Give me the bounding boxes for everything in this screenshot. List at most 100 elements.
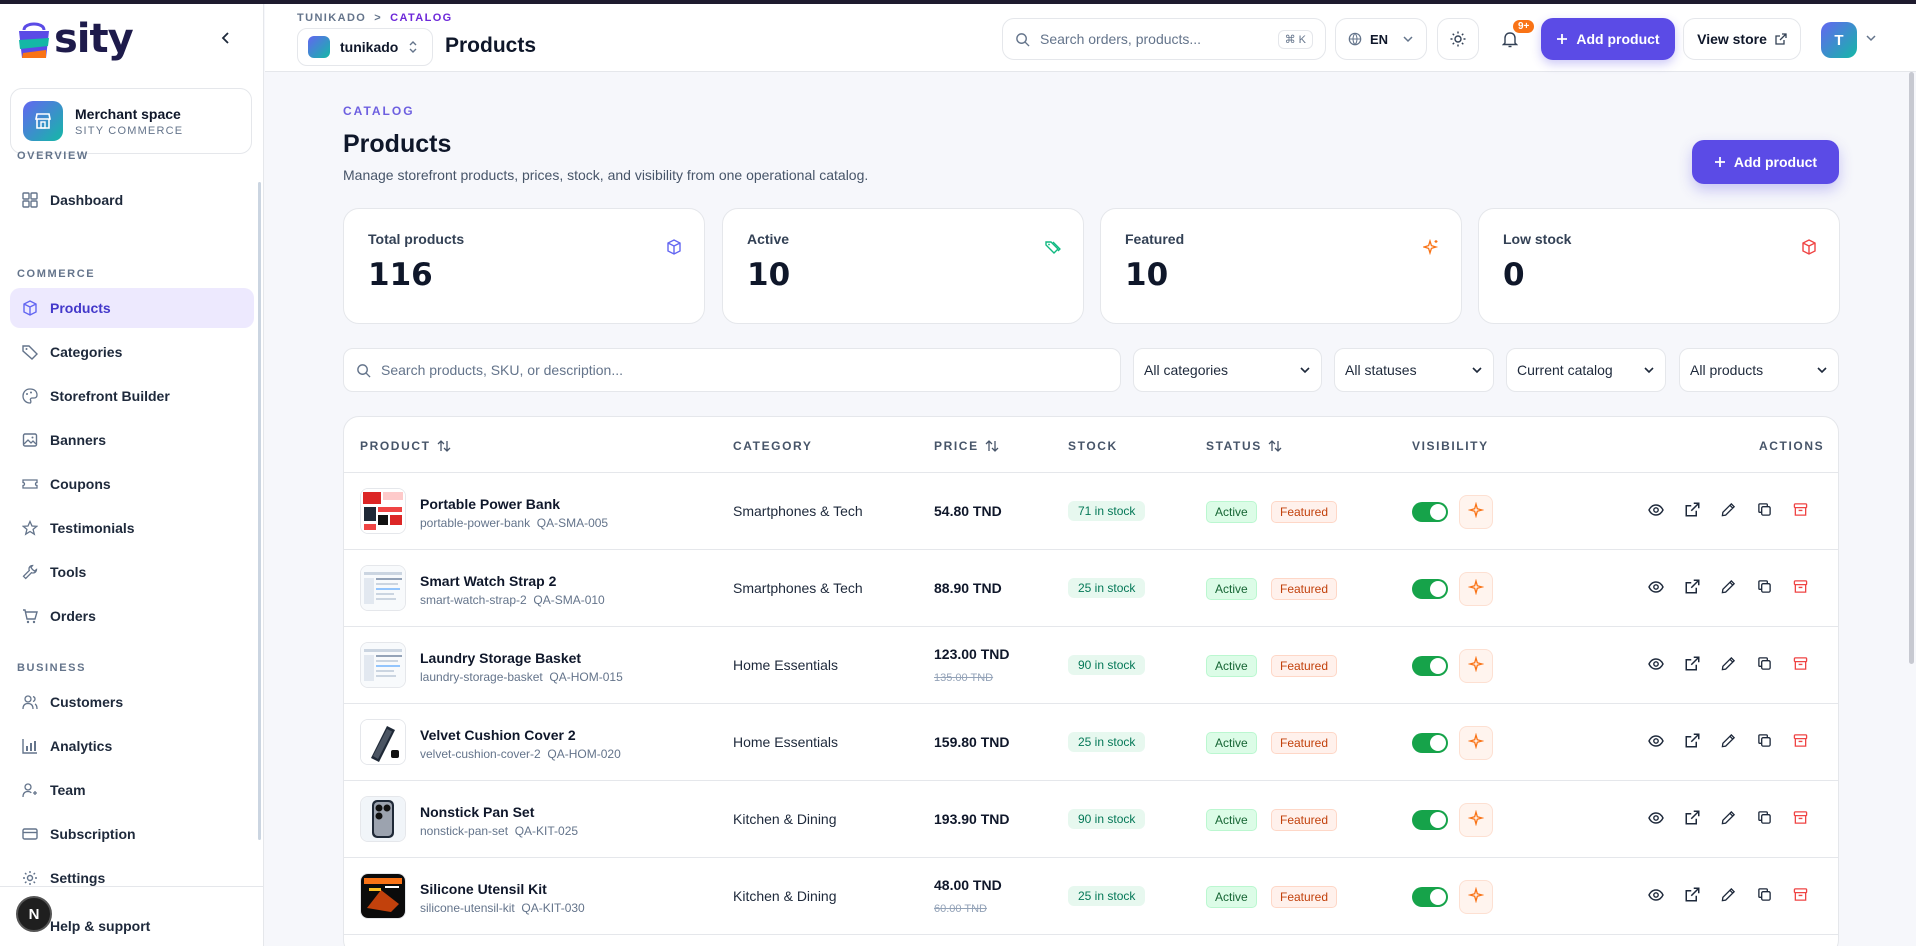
- category-filter-select[interactable]: All categories: [1133, 348, 1322, 392]
- product-thumbnail[interactable]: [360, 796, 406, 842]
- collapse-sidebar-button[interactable]: [216, 28, 236, 48]
- product-name[interactable]: Smart Watch Strap 2: [420, 573, 557, 589]
- preview-button[interactable]: [1646, 887, 1666, 907]
- feature-toggle-button[interactable]: [1459, 495, 1493, 529]
- sidebar-item-banners[interactable]: Banners: [10, 420, 254, 460]
- visibility-toggle[interactable]: [1412, 579, 1448, 599]
- edit-button[interactable]: [1718, 579, 1738, 599]
- open-in-store-button[interactable]: [1682, 656, 1702, 676]
- product-search-input[interactable]: Search products, SKU, or description...: [343, 348, 1121, 392]
- edit-button[interactable]: [1718, 656, 1738, 676]
- merchant-card[interactable]: Merchant space SITY COMMERCE: [10, 88, 252, 154]
- preview-button[interactable]: [1646, 579, 1666, 599]
- open-in-store-button[interactable]: [1682, 502, 1702, 522]
- header-add-product-button[interactable]: Add product: [1541, 18, 1675, 60]
- catalog-filter-select[interactable]: Current catalog: [1506, 348, 1666, 392]
- edit-button[interactable]: [1718, 733, 1738, 753]
- view-store-button[interactable]: View store: [1683, 18, 1801, 60]
- preview-button[interactable]: [1646, 733, 1666, 753]
- visibility-toggle[interactable]: [1412, 733, 1448, 753]
- duplicate-button[interactable]: [1754, 733, 1774, 753]
- add-product-button[interactable]: Add product: [1692, 140, 1839, 184]
- breadcrumb-root[interactable]: TUNIKADO: [297, 12, 367, 24]
- brand-logo[interactable]: sity: [16, 14, 134, 64]
- sidebar-item-categories[interactable]: Categories: [10, 332, 254, 372]
- help-support-link[interactable]: Help & support: [50, 918, 151, 934]
- main-scrollbar[interactable]: [1909, 72, 1914, 664]
- table-row[interactable]: Laundry Storage Basket laundry-storage-ba…: [344, 627, 1838, 704]
- duplicate-button[interactable]: [1754, 502, 1774, 522]
- sidebar-item-coupons[interactable]: Coupons: [10, 464, 254, 504]
- visibility-toggle[interactable]: [1412, 810, 1448, 830]
- sidebar-item-settings[interactable]: Settings: [10, 858, 254, 898]
- chevron-down-icon[interactable]: [1865, 32, 1877, 44]
- product-name[interactable]: Silicone Utensil Kit: [420, 881, 547, 897]
- product-thumbnail[interactable]: [360, 642, 406, 688]
- archive-button[interactable]: [1790, 579, 1810, 599]
- open-in-store-button[interactable]: [1682, 887, 1702, 907]
- product-name[interactable]: Portable Power Bank: [420, 496, 561, 512]
- sidebar-item-analytics[interactable]: Analytics: [10, 726, 254, 766]
- product-name[interactable]: Velvet Cushion Cover 2: [420, 727, 576, 743]
- visibility-toggle[interactable]: [1412, 887, 1448, 907]
- edit-button[interactable]: [1718, 502, 1738, 522]
- duplicate-button[interactable]: [1754, 656, 1774, 676]
- sidebar-item-subscription[interactable]: Subscription: [10, 814, 254, 854]
- product-name[interactable]: Laundry Storage Basket: [420, 650, 582, 666]
- feature-toggle-button[interactable]: [1459, 880, 1493, 914]
- products-filter-select[interactable]: All products: [1679, 348, 1839, 392]
- archive-button[interactable]: [1790, 733, 1810, 753]
- table-row[interactable]: Velvet Cushion Cover 2 velvet-cushion-cov…: [344, 704, 1838, 781]
- sidebar-item-customers[interactable]: Customers: [10, 682, 254, 722]
- notifications-button[interactable]: 9+: [1489, 18, 1535, 60]
- open-in-store-button[interactable]: [1682, 733, 1702, 753]
- sidebar-item-team[interactable]: Team: [10, 770, 254, 810]
- column-header-product[interactable]: PRODUCT: [360, 439, 451, 453]
- table-row[interactable]: Portable Power Bank portable-power-bank Q…: [344, 473, 1838, 550]
- table-row[interactable]: Silicone Utensil Kit silicone-utensil-kit…: [344, 858, 1838, 935]
- column-header-price[interactable]: PRICE: [934, 439, 999, 453]
- open-in-store-button[interactable]: [1682, 810, 1702, 830]
- visibility-toggle[interactable]: [1412, 656, 1448, 676]
- edit-button[interactable]: [1718, 810, 1738, 830]
- sidebar-item-orders[interactable]: Orders: [10, 596, 254, 636]
- preview-button[interactable]: [1646, 810, 1666, 830]
- table-row[interactable]: Nonstick Pan Set nonstick-pan-set QA-KIT-…: [344, 781, 1838, 858]
- product-thumbnail[interactable]: [360, 488, 406, 534]
- archive-button[interactable]: [1790, 502, 1810, 522]
- sidebar-item-dashboard[interactable]: Dashboard: [10, 180, 254, 220]
- preview-button[interactable]: [1646, 502, 1666, 522]
- user-avatar[interactable]: T: [1821, 22, 1857, 58]
- sidebar-item-testimonials[interactable]: Testimonials: [10, 508, 254, 548]
- product-name[interactable]: Nonstick Pan Set: [420, 804, 535, 820]
- archive-button[interactable]: [1790, 656, 1810, 676]
- theme-toggle-button[interactable]: [1437, 18, 1479, 60]
- duplicate-button[interactable]: [1754, 579, 1774, 599]
- feature-toggle-button[interactable]: [1459, 726, 1493, 760]
- duplicate-button[interactable]: [1754, 810, 1774, 830]
- product-thumbnail[interactable]: [360, 719, 406, 765]
- sidebar-item-storefront-builder[interactable]: Storefront Builder: [10, 376, 254, 416]
- n-badge-button[interactable]: N: [16, 896, 52, 932]
- table-row[interactable]: Smart Watch Strap 2 smart-watch-strap-2 Q…: [344, 550, 1838, 627]
- product-thumbnail[interactable]: [360, 873, 406, 919]
- global-search-input[interactable]: Search orders, products... ⌘ K: [1002, 18, 1326, 60]
- product-thumbnail[interactable]: [360, 565, 406, 611]
- duplicate-button[interactable]: [1754, 887, 1774, 907]
- edit-button[interactable]: [1718, 887, 1738, 907]
- sidebar-item-products[interactable]: Products: [10, 288, 254, 328]
- feature-toggle-button[interactable]: [1459, 572, 1493, 606]
- archive-button[interactable]: [1790, 810, 1810, 830]
- feature-toggle-button[interactable]: [1459, 803, 1493, 837]
- store-selector[interactable]: tunikado: [297, 28, 433, 66]
- sidebar-scrollbar[interactable]: [258, 182, 261, 840]
- sidebar-item-tools[interactable]: Tools: [10, 552, 254, 592]
- column-header-status[interactable]: STATUS: [1206, 439, 1282, 453]
- open-in-store-button[interactable]: [1682, 579, 1702, 599]
- visibility-toggle[interactable]: [1412, 502, 1448, 522]
- archive-button[interactable]: [1790, 887, 1810, 907]
- language-selector[interactable]: EN: [1335, 18, 1427, 60]
- feature-toggle-button[interactable]: [1459, 649, 1493, 683]
- preview-button[interactable]: [1646, 656, 1666, 676]
- status-filter-select[interactable]: All statuses: [1334, 348, 1494, 392]
